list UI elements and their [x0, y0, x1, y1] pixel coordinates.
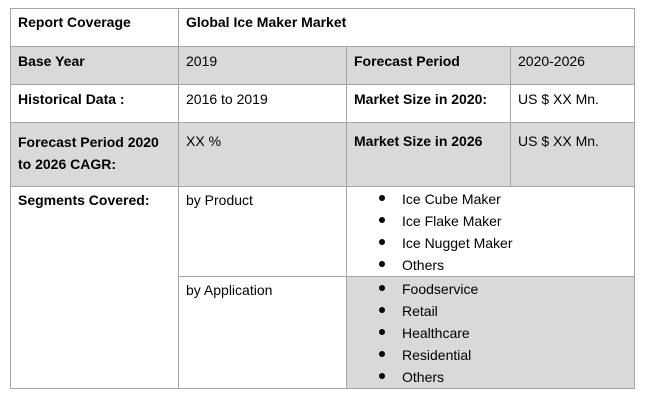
cagr-label: Forecast Period 2020 to 2026 CAGR: — [10, 122, 179, 187]
header-row: Report Coverage Global Ice Maker Market — [10, 8, 636, 47]
market-size-2026-label: Market Size in 2026 — [346, 122, 511, 187]
report-coverage-table: Report Coverage Global Ice Maker Market … — [10, 8, 636, 389]
application-list-cell: Foodservice Retail Healthcare Residentia… — [345, 276, 636, 389]
list-item: Residential — [354, 344, 627, 366]
list-item: Foodservice — [354, 278, 627, 300]
list-item: Others — [354, 366, 627, 388]
product-list: Ice Cube Maker Ice Flake Maker Ice Nugge… — [354, 188, 627, 276]
market-size-2020-label: Market Size in 2020: — [346, 84, 511, 123]
list-item: Healthcare — [354, 322, 627, 344]
segments-application-row: by Application Foodservice Retail Health… — [11, 276, 636, 389]
cagr-label-line1: Forecast Period 2020 — [18, 134, 159, 150]
report-coverage-label: Report Coverage — [10, 8, 179, 47]
forecast-period-value: 2020-2026 — [509, 46, 636, 85]
base-year-row: Base Year 2019 Forecast Period 2020-2026 — [10, 46, 636, 85]
application-list: Foodservice Retail Healthcare Residentia… — [354, 278, 627, 388]
by-product-label: by Product — [178, 186, 347, 277]
by-application-label: by Application — [178, 276, 347, 389]
market-size-2026-value: US $ XX Mn. — [509, 122, 636, 187]
base-year-value: 2019 — [178, 46, 347, 85]
base-year-label: Base Year — [10, 46, 179, 85]
list-item: Others — [354, 254, 627, 276]
historical-data-label: Historical Data : — [10, 84, 179, 123]
historical-data-value: 2016 to 2019 — [178, 84, 347, 123]
list-item: Ice Flake Maker — [354, 210, 627, 232]
market-title: Global Ice Maker Market — [177, 8, 636, 47]
segments-product-row: Segments Covered: by Product Ice Cube Ma… — [10, 186, 636, 389]
cagr-row: Forecast Period 2020 to 2026 CAGR: XX % … — [10, 122, 636, 187]
historical-row: Historical Data : 2016 to 2019 Market Si… — [10, 84, 636, 123]
product-list-cell: Ice Cube Maker Ice Flake Maker Ice Nugge… — [345, 186, 636, 277]
list-item: Ice Nugget Maker — [354, 232, 627, 254]
list-item: Ice Cube Maker — [354, 188, 627, 210]
cagr-value: XX % — [178, 122, 347, 187]
market-size-2020-value: US $ XX Mn. — [509, 84, 636, 123]
list-item: Retail — [354, 300, 627, 322]
cagr-label-line2: to 2026 CAGR: — [18, 156, 117, 172]
forecast-period-label: Forecast Period — [346, 46, 511, 85]
segments-covered-label: Segments Covered: — [10, 186, 179, 389]
